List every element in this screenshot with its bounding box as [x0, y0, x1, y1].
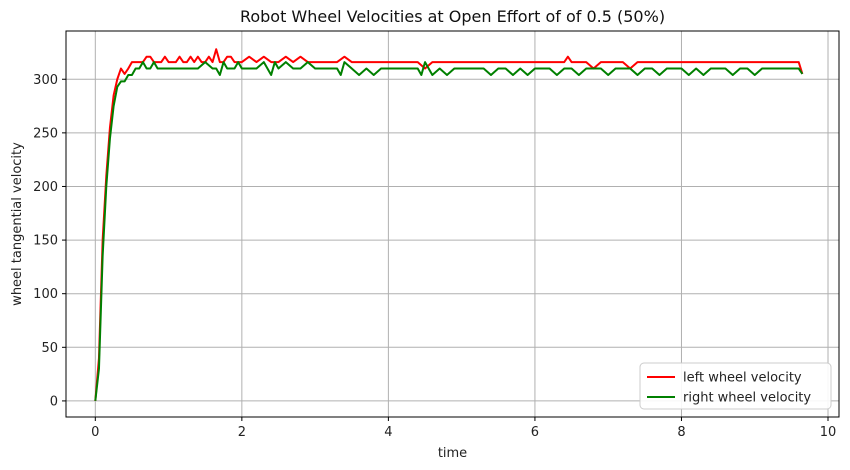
plot-frame	[65, 30, 840, 418]
x-tick-label: 8	[677, 425, 685, 440]
y-axis-label: wheel tangential velocity	[10, 142, 25, 306]
x-tick-label: 6	[531, 425, 539, 440]
series-line-left-wheel	[94, 48, 804, 402]
grid-layer	[66, 31, 839, 417]
legend-box	[639, 362, 832, 410]
y-tick-label: 200	[33, 180, 58, 195]
y-tick-label: 50	[41, 341, 58, 356]
series-layer	[94, 48, 804, 402]
chart-title: Robot Wheel Velocities at Open Effort of…	[240, 7, 665, 26]
y-tick-label: 100	[33, 287, 58, 302]
legend-label-left: left wheel velocity	[683, 371, 802, 386]
x-tick-label: 2	[238, 425, 246, 440]
y-tick-label: 0	[50, 394, 58, 409]
series-line-right-wheel	[94, 61, 804, 402]
y-tick-label: 250	[33, 126, 58, 141]
x-axis-label: time	[438, 446, 467, 461]
x-tick-label: 10	[820, 425, 837, 440]
y-tick-label: 300	[33, 73, 58, 88]
x-tick-label: 0	[91, 425, 99, 440]
x-tick-label: 4	[384, 425, 392, 440]
legend: left wheel velocity right wheel velocity	[639, 362, 832, 410]
legend-label-right: right wheel velocity	[683, 391, 811, 406]
y-tick-label: 150	[33, 234, 58, 249]
